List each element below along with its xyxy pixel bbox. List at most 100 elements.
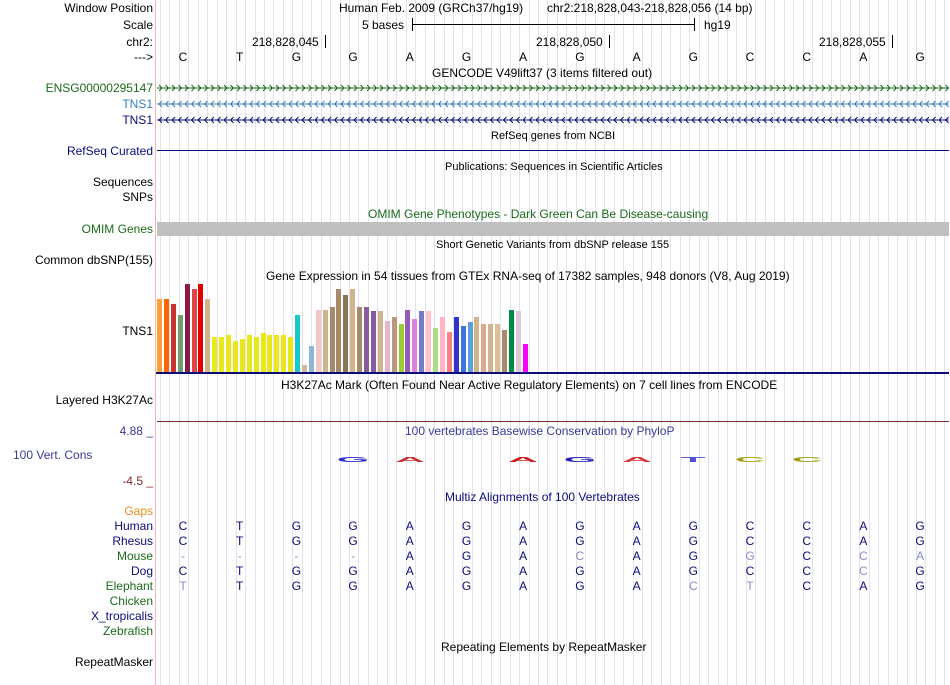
gtex-tissue-bar[interactable] bbox=[205, 299, 211, 372]
multiz-species-label[interactable]: Chicken bbox=[109, 594, 153, 608]
gtex-tissue-bar[interactable] bbox=[515, 311, 521, 372]
gtex-tissue-bar[interactable] bbox=[329, 307, 335, 372]
gtex-tissue-bar[interactable] bbox=[295, 315, 300, 372]
gtex-track-title[interactable]: Gene Expression in 54 tissues from GTEx … bbox=[266, 269, 790, 283]
omim-genes-label[interactable]: OMIM Genes bbox=[81, 222, 153, 236]
multiz-species-label[interactable]: Rhesus bbox=[112, 534, 153, 548]
gencode-item-tns1-b[interactable]: TNS1 bbox=[122, 113, 153, 127]
gtex-tissue-bar[interactable] bbox=[343, 295, 349, 372]
multiz-species-label[interactable]: Zebrafish bbox=[102, 624, 153, 638]
gtex-tissue-bar[interactable] bbox=[467, 322, 473, 372]
gtex-tissue-bar[interactable] bbox=[198, 284, 204, 372]
gencode-strand-chevron bbox=[938, 84, 943, 92]
gtex-tissue-bar[interactable] bbox=[191, 289, 197, 372]
gencode-strand-chevron bbox=[899, 100, 904, 108]
publications-track-title[interactable]: Publications: Sequences in Scientific Ar… bbox=[445, 161, 663, 173]
omim-gene-bar[interactable] bbox=[157, 222, 949, 236]
gtex-tissue-bar[interactable] bbox=[163, 299, 169, 372]
gtex-tissue-bar[interactable] bbox=[384, 321, 390, 372]
gencode-feature-tns1-a[interactable] bbox=[157, 97, 949, 111]
gtex-tissue-bar[interactable] bbox=[301, 365, 307, 372]
multiz-species-label[interactable]: Mouse bbox=[116, 549, 153, 563]
multiz-species-label[interactable]: X_tropicalis bbox=[90, 609, 153, 623]
gencode-strand-chevron bbox=[808, 116, 813, 124]
refseq-curated-label[interactable]: RefSeq Curated bbox=[66, 144, 153, 158]
refseq-feature[interactable] bbox=[157, 150, 949, 151]
h3k27ac-label[interactable]: Layered H3K27Ac bbox=[55, 393, 153, 407]
multiz-species-label[interactable]: Human bbox=[114, 519, 153, 533]
gtex-tissue-bar[interactable] bbox=[405, 310, 411, 372]
gtex-tissue-bar[interactable] bbox=[508, 310, 514, 372]
omim-track-title[interactable]: OMIM Gene Phenotypes - Dark Green Can Be… bbox=[368, 207, 709, 221]
gtex-gene-label[interactable]: TNS1 bbox=[122, 324, 153, 338]
gtex-tissue-bar[interactable] bbox=[274, 335, 280, 372]
gtex-tissue-bar[interactable] bbox=[226, 335, 231, 372]
gencode-item-tns1-a[interactable]: TNS1 bbox=[122, 97, 153, 111]
gtex-tissue-bar[interactable] bbox=[495, 324, 501, 372]
gtex-tissue-bar[interactable] bbox=[522, 344, 528, 372]
gencode-item-ensg[interactable]: ENSG00000295147 bbox=[45, 81, 153, 95]
gtex-tissue-bar[interactable] bbox=[474, 317, 480, 372]
gtex-tissue-bar[interactable] bbox=[177, 315, 183, 372]
gtex-tissue-bar[interactable] bbox=[336, 289, 342, 372]
h3k27ac-track-title[interactable]: H3K27Ac Mark (Often Found Near Active Re… bbox=[281, 378, 778, 392]
gtex-tissue-bar[interactable] bbox=[502, 330, 507, 372]
gtex-tissue-bar[interactable] bbox=[239, 339, 245, 372]
repeatmasker-label[interactable]: RepeatMasker bbox=[74, 655, 153, 669]
conservation-track-title[interactable]: 100 vertebrates Basewise Conservation by… bbox=[405, 424, 675, 438]
gtex-tissue-bar[interactable] bbox=[412, 319, 418, 372]
multiz-track-title[interactable]: Multiz Alignments of 100 Vertebrates bbox=[445, 490, 640, 504]
gencode-strand-chevron bbox=[346, 116, 351, 124]
gtex-tissue-bar[interactable] bbox=[288, 337, 294, 372]
gtex-tissue-bar[interactable] bbox=[253, 337, 259, 372]
gtex-tissue-bar[interactable] bbox=[426, 311, 432, 372]
gencode-strand-chevron bbox=[164, 116, 169, 124]
dbsnp-label[interactable]: Common dbSNP(155) bbox=[34, 253, 153, 267]
gtex-tissue-bar[interactable] bbox=[246, 335, 252, 372]
gtex-tissue-bar[interactable] bbox=[267, 335, 273, 372]
gtex-tissue-bar[interactable] bbox=[260, 333, 266, 372]
repeatmasker-track-title[interactable]: Repeating Elements by RepeatMasker bbox=[441, 640, 647, 654]
gtex-tissue-bar[interactable] bbox=[232, 341, 238, 372]
scale-db: hg19 bbox=[704, 18, 731, 32]
gtex-tissue-bar[interactable] bbox=[281, 335, 287, 372]
gtex-tissue-bar[interactable] bbox=[446, 332, 452, 372]
publications-snps-label[interactable]: SNPs bbox=[122, 190, 153, 204]
gencode-strand-chevron bbox=[567, 100, 572, 108]
gtex-tissue-bar[interactable] bbox=[433, 328, 438, 372]
gtex-tissue-bar[interactable] bbox=[184, 284, 190, 372]
gtex-tissue-bar[interactable] bbox=[170, 304, 176, 372]
gencode-strand-chevron bbox=[925, 116, 930, 124]
gtex-tissue-bar[interactable] bbox=[315, 310, 321, 372]
multiz-species-label[interactable]: Dog bbox=[130, 564, 153, 578]
gtex-tissue-bar[interactable] bbox=[398, 324, 404, 372]
gencode-feature-ensg[interactable] bbox=[157, 81, 950, 95]
gtex-tissue-bar[interactable] bbox=[460, 326, 466, 372]
gtex-tissue-bar[interactable] bbox=[364, 307, 369, 372]
gtex-bar-chart[interactable] bbox=[156, 284, 536, 372]
gtex-tissue-bar[interactable] bbox=[377, 311, 383, 372]
gtex-tissue-bar[interactable] bbox=[357, 307, 363, 372]
gencode-strand-chevron bbox=[554, 100, 559, 108]
gtex-tissue-bar[interactable] bbox=[391, 317, 397, 372]
gencode-track-title[interactable]: GENCODE V49lift37 (3 items filtered out) bbox=[432, 66, 653, 80]
gtex-tissue-bar[interactable] bbox=[439, 317, 445, 372]
conservation-track-label[interactable]: 100 Vert. Cons bbox=[13, 448, 93, 462]
gtex-tissue-bar[interactable] bbox=[157, 299, 162, 372]
gtex-tissue-bar[interactable] bbox=[219, 337, 225, 372]
gtex-tissue-bar[interactable] bbox=[453, 317, 459, 372]
multiz-species-label[interactable]: Elephant bbox=[105, 579, 153, 593]
gtex-tissue-bar[interactable] bbox=[481, 324, 487, 372]
gtex-tissue-bar[interactable] bbox=[370, 311, 376, 372]
refseq-track-title[interactable]: RefSeq genes from NCBI bbox=[491, 130, 616, 142]
gtex-tissue-bar[interactable] bbox=[488, 324, 494, 372]
gtex-tissue-bar[interactable] bbox=[419, 311, 425, 372]
gtex-tissue-bar[interactable] bbox=[322, 310, 328, 372]
gtex-tissue-bar[interactable] bbox=[308, 346, 314, 372]
gtex-tissue-bar[interactable] bbox=[212, 337, 218, 372]
dbsnp-track-title[interactable]: Short Genetic Variants from dbSNP releas… bbox=[436, 239, 670, 251]
multiz-gaps-label[interactable]: Gaps bbox=[124, 504, 153, 518]
gtex-tissue-bar[interactable] bbox=[350, 289, 356, 372]
gencode-feature-tns1-b[interactable] bbox=[157, 113, 949, 127]
publications-sequences-label[interactable]: Sequences bbox=[92, 175, 153, 189]
